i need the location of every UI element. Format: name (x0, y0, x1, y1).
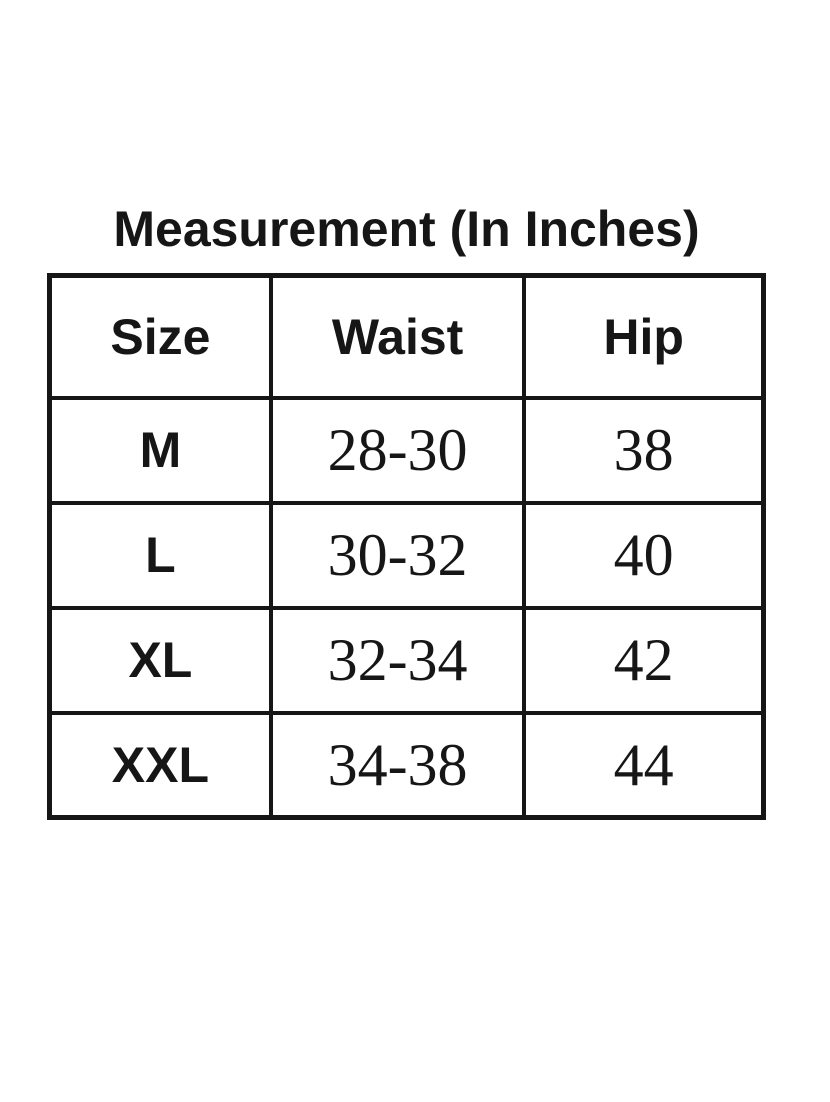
table-row: XL 32-34 42 (47, 605, 766, 715)
header-cell-size: Size (47, 273, 273, 400)
table-header-row: Size Waist Hip (47, 273, 766, 400)
waist-cell: 30-32 (268, 500, 527, 610)
header-cell-hip: Hip (522, 273, 766, 400)
waist-cell: 32-34 (268, 605, 527, 715)
measurement-table: Size Waist Hip M 28-30 38 L 30-32 40 XL … (47, 273, 766, 820)
size-cell: L (47, 500, 273, 610)
size-cell: XXL (47, 710, 273, 820)
hip-cell: 38 (522, 395, 766, 505)
table-row: M 28-30 38 (47, 395, 766, 505)
size-cell: M (47, 395, 273, 505)
waist-cell: 34-38 (268, 710, 527, 820)
table-row: XXL 34-38 44 (47, 710, 766, 820)
size-cell: XL (47, 605, 273, 715)
hip-cell: 40 (522, 500, 766, 610)
header-cell-waist: Waist (268, 273, 527, 400)
hip-cell: 44 (522, 710, 766, 820)
page-title: Measurement (In Inches) (113, 201, 700, 257)
waist-cell: 28-30 (268, 395, 527, 505)
hip-cell: 42 (522, 605, 766, 715)
table-row: L 30-32 40 (47, 500, 766, 610)
